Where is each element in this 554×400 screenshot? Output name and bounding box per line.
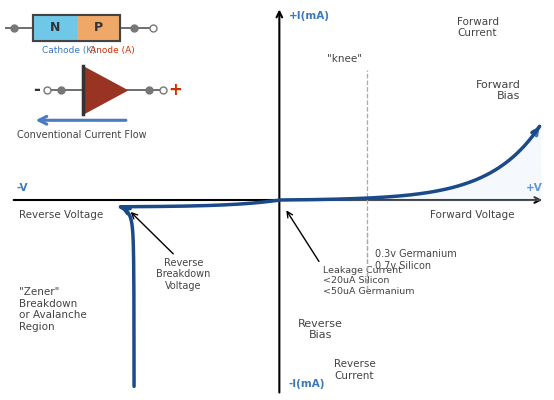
Polygon shape (83, 66, 127, 114)
Text: Reverse
Current: Reverse Current (334, 360, 376, 381)
Text: +: + (168, 81, 182, 99)
Bar (76, 15, 120, 40)
Text: N: N (49, 21, 60, 34)
Bar (33, 15, 120, 40)
Text: Forward Voltage: Forward Voltage (430, 210, 515, 220)
Text: "Zener"
Breakdown
or Avalanche
Region: "Zener" Breakdown or Avalanche Region (19, 287, 87, 332)
Text: Forward
Bias: Forward Bias (475, 80, 520, 101)
Text: -: - (33, 81, 39, 99)
Text: Anode (A): Anode (A) (90, 46, 135, 54)
Text: Reverse Voltage: Reverse Voltage (19, 210, 104, 220)
Text: Reverse
Breakdown
Voltage: Reverse Breakdown Voltage (156, 258, 211, 291)
Text: Forward
Current: Forward Current (458, 17, 499, 38)
Text: Cathode (K): Cathode (K) (42, 46, 95, 54)
Text: -I(mA): -I(mA) (289, 379, 325, 389)
Text: +I(mA): +I(mA) (289, 11, 330, 21)
Text: -V: -V (17, 183, 28, 193)
Text: Reverse
Bias: Reverse Bias (298, 319, 343, 340)
Text: Leakage Current
<20uA Silicon
<50uA Germanium: Leakage Current <20uA Silicon <50uA Germ… (323, 266, 415, 296)
Text: "knee": "knee" (326, 54, 362, 64)
Text: Conventional Current Flow: Conventional Current Flow (17, 130, 147, 140)
Bar (33, 15, 76, 40)
Text: P: P (94, 21, 103, 34)
Text: 0.3v Germanium
0.7v Silicon: 0.3v Germanium 0.7v Silicon (375, 249, 457, 270)
Bar (33, 15, 120, 40)
Text: +V: +V (526, 183, 542, 193)
